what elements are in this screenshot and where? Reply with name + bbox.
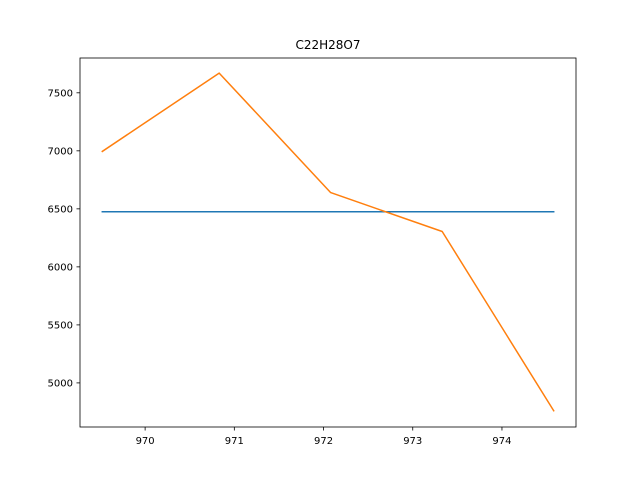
chart-title: C22H28O7 [295,38,360,52]
y-tick-label: 7500 [48,88,73,99]
x-tick-label: 972 [314,436,333,447]
axes-frame [79,57,577,428]
x-tick-label: 971 [225,436,244,447]
y-tick-label: 6500 [48,204,73,215]
x-tick-label: 970 [136,436,155,447]
x-tick-label: 974 [492,436,511,447]
y-tick-label: 5000 [48,378,73,389]
y-tick-label: 6000 [48,262,73,273]
y-tick-label: 5500 [48,320,73,331]
x-tick-label: 973 [403,436,422,447]
y-tick-label: 7000 [48,146,73,157]
plot-area: 970 971 972 973 974 5000 5500 6000 6500 7000 7500 [48,57,577,447]
series-line-2 [101,72,555,412]
